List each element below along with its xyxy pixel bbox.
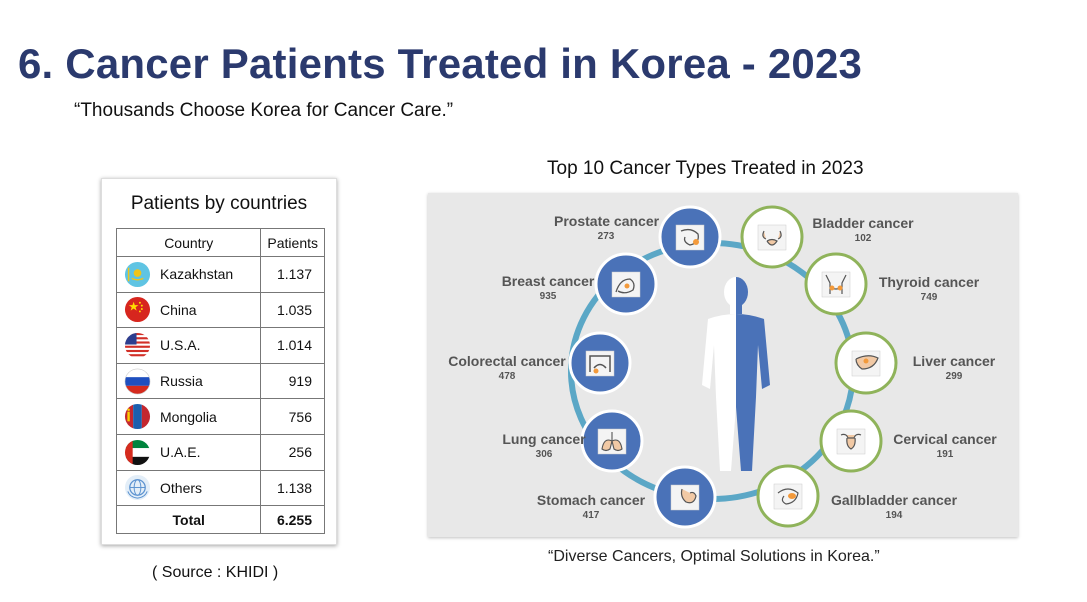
kazakhstan-flag-icon xyxy=(124,261,151,287)
label-lung-cancer: Lung cancer 306 xyxy=(498,431,590,460)
table-row: China 1.035 xyxy=(115,291,325,329)
cancer-name: Gallbladder cancer xyxy=(830,492,958,508)
country-cell: Others xyxy=(115,469,262,507)
patients-cell: 1.014 xyxy=(260,327,325,364)
diagram-heading: Top 10 Cancer Types Treated in 2023 xyxy=(547,158,864,179)
page-title: 6. Cancer Patients Treated in Korea - 20… xyxy=(18,40,863,87)
bladder-node xyxy=(740,205,804,269)
table-row: Russia 919 xyxy=(115,362,325,400)
label-cervical-cancer: Cervical cancer 191 xyxy=(888,431,1002,460)
countries-card: Patients by countries Country Patients xyxy=(101,178,337,545)
stomach-node xyxy=(653,465,717,529)
country-cell: Russia xyxy=(115,362,262,400)
patients-cell: 756 xyxy=(260,398,325,435)
cancer-name: Thyroid cancer xyxy=(878,274,980,290)
cancer-count: 935 xyxy=(539,291,557,302)
total-value: 6.255 xyxy=(260,505,325,535)
country-name: China xyxy=(160,301,197,318)
patients-cell: 919 xyxy=(260,362,325,400)
country-name: Russia xyxy=(160,373,203,390)
cancer-name: Prostate cancer xyxy=(554,213,660,229)
label-liver-cancer: Liver cancer 299 xyxy=(906,353,1002,382)
country-name: U.A.E. xyxy=(160,444,201,461)
usa-flag-icon xyxy=(124,332,151,359)
cancer-count: 306 xyxy=(535,449,553,460)
cancer-count: 299 xyxy=(945,371,963,382)
country-name: Mongolia xyxy=(160,408,217,425)
liver-node xyxy=(834,331,898,395)
total-label: Total xyxy=(115,505,262,535)
breast-icon xyxy=(615,278,635,294)
colorectal-node xyxy=(568,331,632,395)
diagram-caption: “Diverse Cancers, Optimal Solutions in K… xyxy=(548,548,880,565)
patients-cell: 1.137 xyxy=(260,256,325,293)
patients-cell: 1.035 xyxy=(260,291,325,329)
cancer-name: Liver cancer xyxy=(912,353,996,369)
mongolia-flag-icon xyxy=(124,404,151,430)
breast-node xyxy=(594,252,658,316)
cancer-name: Bladder cancer xyxy=(812,215,914,231)
patients-cell: 1.138 xyxy=(260,469,325,507)
cancer-name: Lung cancer xyxy=(502,431,586,447)
uae-flag-icon xyxy=(124,439,151,465)
patients-cell: 256 xyxy=(260,433,325,471)
stomach-icon xyxy=(680,488,697,504)
source-note: ( Source : KHIDI ) xyxy=(152,564,279,581)
cancer-count: 191 xyxy=(936,449,954,460)
page-subtitle: “Thousands Choose Korea for Cancer Care.… xyxy=(74,100,454,121)
uterus-icon xyxy=(840,433,862,450)
country-name: Others xyxy=(160,479,203,496)
thyroid-node xyxy=(804,252,868,316)
lungs-icon xyxy=(601,432,623,452)
cancer-count: 194 xyxy=(885,510,903,521)
country-cell: Mongolia xyxy=(115,398,262,435)
cancer-count: 417 xyxy=(582,510,600,521)
human-figure-icon xyxy=(702,277,770,471)
cancer-diagram-graphic xyxy=(568,205,898,529)
table-row: Kazakhstan 1.137 xyxy=(115,256,325,293)
table-header-row: Country Patients xyxy=(115,228,325,257)
total-row: Total 6.255 xyxy=(115,505,325,535)
label-breast-cancer: Breast cancer 935 xyxy=(498,273,598,302)
colon-icon xyxy=(589,355,611,372)
table-row: U.A.E. 256 xyxy=(115,433,325,471)
globe-emblem-icon xyxy=(124,475,151,501)
countries-card-title: Patients by countries xyxy=(130,193,308,214)
cancer-count: 749 xyxy=(920,292,938,303)
gallbladder-icon xyxy=(777,488,799,505)
label-prostate-cancer: Prostate cancer 273 xyxy=(554,213,660,242)
label-gallbladder-cancer: Gallbladder cancer 194 xyxy=(824,492,964,521)
label-thyroid-cancer: Thyroid cancer 749 xyxy=(872,274,986,303)
column-header-patients: Patients xyxy=(260,228,325,257)
label-bladder-cancer: Bladder cancer 102 xyxy=(808,215,918,244)
table-row: Others 1.138 xyxy=(115,469,325,507)
countries-table: Country Patients Kazakhstan xyxy=(115,228,325,535)
cancer-count: 102 xyxy=(854,233,872,244)
gallbladder-node xyxy=(756,464,820,528)
label-colorectal-cancer: Colorectal cancer 478 xyxy=(444,353,570,382)
bladder-icon xyxy=(762,230,782,246)
cancer-name: Colorectal cancer xyxy=(448,353,566,369)
cancer-name: Breast cancer xyxy=(501,273,595,289)
cancer-count: 273 xyxy=(597,231,615,242)
china-flag-icon xyxy=(124,297,151,323)
country-cell: China xyxy=(115,291,262,329)
country-cell: U.A.E. xyxy=(115,433,262,471)
column-header-country: Country xyxy=(115,228,262,257)
cervical-node xyxy=(819,409,883,473)
prostate-node xyxy=(658,205,722,269)
table-row: Mongolia 756 xyxy=(115,398,325,435)
lung-node xyxy=(580,409,644,473)
russia-flag-icon xyxy=(124,368,151,394)
country-cell: U.S.A. xyxy=(115,327,262,364)
table-row: U.S.A. 1.014 xyxy=(115,327,325,364)
label-stomach-cancer: Stomach cancer 417 xyxy=(532,492,650,521)
cancer-name: Stomach cancer xyxy=(536,492,646,508)
cancer-name: Cervical cancer xyxy=(893,431,997,447)
country-name: Kazakhstan xyxy=(160,266,234,283)
cancer-types-panel: Prostate cancer 273 Breast cancer 935 Co… xyxy=(428,193,1018,537)
country-name: U.S.A. xyxy=(160,337,201,354)
cancer-count: 478 xyxy=(498,371,516,382)
country-cell: Kazakhstan xyxy=(115,256,262,293)
